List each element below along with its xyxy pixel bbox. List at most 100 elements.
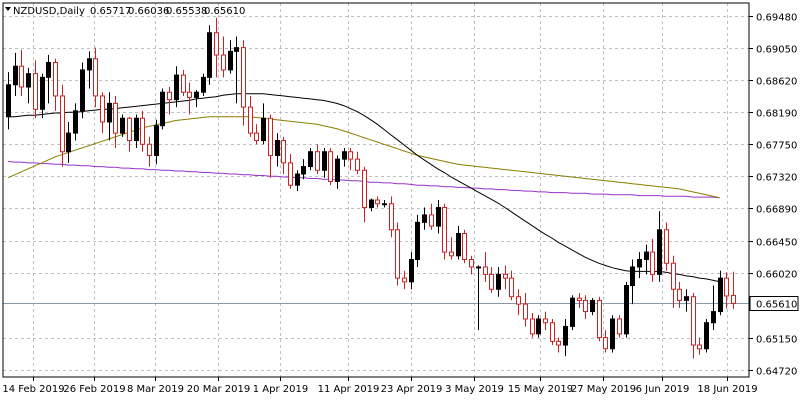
candle [496,266,501,297]
candle [33,60,38,119]
candle [228,40,233,74]
candle-body-bearish [509,277,514,298]
candle [261,103,266,145]
candle [650,238,655,282]
candle-body-bullish [46,61,51,78]
candle-body-bearish [241,47,246,108]
candle-body-bearish [60,95,65,153]
candle [348,147,353,171]
candle [201,73,206,96]
candle [684,289,689,312]
candle-body-bearish [402,277,407,283]
candle-body-bullish [13,65,18,86]
candle [489,266,494,293]
candle-body-bearish [348,151,353,160]
candle-body-bullish [6,84,11,118]
candle-body-bearish [731,294,736,304]
candle [657,211,662,282]
candle [87,51,92,89]
candle-body-bearish [19,65,24,88]
candle-body-bearish [449,251,454,257]
candle [644,244,649,275]
candle-body-bullish [415,221,420,261]
candle-body-bullish [704,322,709,350]
candle-body-bearish [113,102,118,134]
candle [389,196,394,238]
candle-body-bearish [543,318,548,324]
candle [671,255,676,308]
candle-body-bullish [207,32,212,78]
ohlc-close: 0.65610 [204,6,245,17]
candle [46,55,51,104]
candle [731,271,736,309]
candle [422,207,427,230]
candle [456,226,461,260]
candle-body-bearish [395,229,400,279]
candle [315,144,320,175]
candle-body-bullish [66,132,71,153]
candle-body-bullish [301,166,306,175]
candle [395,222,400,286]
candle [127,116,132,152]
candle [509,270,514,301]
candle-body-bearish [724,277,729,297]
ohlc-open: 0.65717 [90,6,131,17]
date-tick-label: 26 Feb 2019 [63,384,125,395]
candle [147,136,152,167]
candle-body-bearish [328,151,333,182]
candle-body-bearish [140,117,145,145]
candle [603,330,608,353]
candle-body-bullish [718,277,723,313]
candle [26,67,31,104]
candle [53,58,58,111]
candlestick-series [6,17,736,359]
price-axis: 0.69480 0.69050 0.68620 0.68190 0.67750 0.673… [749,13,797,378]
candle-body-bearish [483,266,488,275]
candle [630,259,635,305]
candle [362,166,367,223]
candle [570,295,575,331]
candle [409,252,414,290]
candle-body-bearish [469,259,474,268]
candle [268,114,273,178]
candle [100,92,105,134]
candle-body-bearish [617,318,622,335]
candle [476,265,481,331]
candle-body-bearish [362,169,367,208]
triangle-down-icon[interactable] [5,7,11,11]
candle-body-bearish [375,199,380,205]
plot-frame [2,2,750,378]
candle-body-bullish [570,297,575,327]
price-tick-label: 0.66890 [756,205,797,216]
candle [610,315,615,353]
candle [160,88,165,130]
candle-body-bearish [429,214,434,227]
candle [113,95,118,148]
candle [248,95,253,137]
candle [536,315,541,338]
candle-body-bullish [194,91,199,98]
date-tick-label: 18 Jun 2019 [697,384,757,395]
candle [469,255,474,275]
candle-body-bullish [26,73,31,88]
candle [6,72,11,130]
candle-body-bullish [80,69,85,112]
candle [187,82,192,115]
candle-body-bearish [268,117,273,156]
candle [308,147,313,171]
candle-body-bearish [53,61,58,97]
candle-body-bearish [167,91,172,101]
candle-body-bearish [221,54,226,71]
candle-body-bearish [664,229,669,264]
price-tick-label: 0.66450 [756,238,797,249]
price-tick-label: 0.64720 [756,367,797,378]
candle [543,311,548,331]
candle [93,47,98,108]
candle-body-bearish [650,251,655,275]
candle-body-bullish [624,285,629,335]
candle-body-bullish [342,151,347,160]
date-tick-label: 14 Feb 2019 [2,384,64,395]
price-tick-label: 0.68620 [756,77,797,88]
